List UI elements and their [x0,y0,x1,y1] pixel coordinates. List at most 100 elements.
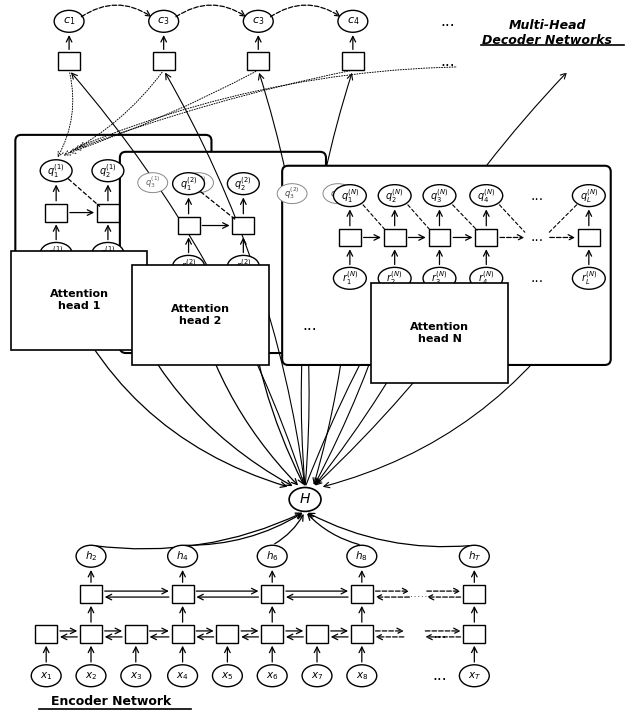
Ellipse shape [31,665,61,686]
Ellipse shape [333,267,366,290]
Text: $q_1^{(N)}$: $q_1^{(N)}$ [340,187,359,204]
Ellipse shape [378,184,411,207]
Ellipse shape [347,665,377,686]
Text: ...: ... [531,189,543,202]
Text: $q_4^{(2)}$: $q_4^{(2)}$ [330,186,346,202]
Text: Attention
head 1: Attention head 1 [49,290,109,311]
Ellipse shape [243,10,273,32]
Text: $c_4$: $c_4$ [346,16,359,27]
Ellipse shape [54,10,84,32]
Text: Multi-Head
Decoder Networks: Multi-Head Decoder Networks [482,19,612,47]
Text: $q_1^{(1)}$: $q_1^{(1)}$ [47,162,65,179]
Ellipse shape [470,184,502,207]
Text: $q_3^{(2)}$: $q_3^{(2)}$ [284,186,300,202]
Text: ...: ... [440,54,455,69]
Text: $c_3$: $c_3$ [252,16,264,27]
FancyBboxPatch shape [463,625,485,643]
Ellipse shape [227,173,259,194]
FancyBboxPatch shape [463,585,485,603]
Text: $q_2^{(1)}$: $q_2^{(1)}$ [99,162,116,179]
Text: ......: ...... [407,589,429,599]
Text: $c_3$: $c_3$ [157,16,170,27]
FancyBboxPatch shape [232,217,254,235]
Ellipse shape [168,546,198,567]
FancyBboxPatch shape [216,625,238,643]
Ellipse shape [302,665,332,686]
Text: $q_3^{(N)}$: $q_3^{(N)}$ [430,187,449,204]
Ellipse shape [323,184,353,204]
FancyBboxPatch shape [558,52,580,70]
FancyBboxPatch shape [261,585,283,603]
Text: $h_4$: $h_4$ [176,549,189,563]
FancyBboxPatch shape [97,204,119,222]
Ellipse shape [460,546,489,567]
Text: $x_5$: $x_5$ [221,670,234,681]
FancyBboxPatch shape [80,585,102,603]
Text: Attention
head 2: Attention head 2 [171,305,230,326]
Text: $r_3^{(N)}$: $r_3^{(N)}$ [431,270,448,287]
Ellipse shape [148,10,179,32]
Ellipse shape [572,184,605,207]
Ellipse shape [423,267,456,290]
Text: $r_1^{(N)}$: $r_1^{(N)}$ [342,270,358,287]
FancyBboxPatch shape [384,229,406,247]
Text: ...: ... [531,271,543,285]
Ellipse shape [257,546,287,567]
Text: $r_4^{(N)}$: $r_4^{(N)}$ [478,270,495,287]
Text: $H$: $H$ [299,493,311,506]
FancyBboxPatch shape [282,166,611,365]
Ellipse shape [212,665,243,686]
Ellipse shape [121,665,151,686]
Ellipse shape [168,665,198,686]
Text: $x_2$: $x_2$ [85,670,97,681]
Text: $x_1$: $x_1$ [40,670,52,681]
Text: $q_1^{(2)}$: $q_1^{(2)}$ [180,174,197,192]
FancyBboxPatch shape [58,52,80,70]
Text: $r_1^{(1)}$: $r_1^{(1)}$ [49,245,64,262]
Ellipse shape [40,159,72,182]
FancyBboxPatch shape [172,625,193,643]
Ellipse shape [92,159,124,182]
Text: $x_7$: $x_7$ [311,670,323,681]
Ellipse shape [460,665,489,686]
FancyBboxPatch shape [153,52,175,70]
FancyBboxPatch shape [476,229,497,247]
Ellipse shape [423,184,456,207]
Text: $r_2^{(N)}$: $r_2^{(N)}$ [387,270,403,287]
Ellipse shape [470,267,502,290]
Text: $r_2^{(2)}$: $r_2^{(2)}$ [236,257,251,275]
Text: $q_3^{(1)}$: $q_3^{(1)}$ [145,175,161,190]
Text: ...: ... [303,317,317,332]
Text: $x_6$: $x_6$ [266,670,278,681]
Ellipse shape [76,546,106,567]
FancyBboxPatch shape [125,625,147,643]
Text: $x_3$: $x_3$ [129,670,142,681]
Ellipse shape [289,488,321,511]
Text: ...: ... [531,230,543,245]
Ellipse shape [277,184,307,204]
FancyBboxPatch shape [351,585,372,603]
FancyBboxPatch shape [351,625,372,643]
Text: $q_4^{(1)}$: $q_4^{(1)}$ [191,175,206,190]
Text: $x_4$: $x_4$ [176,670,189,681]
Text: $x_8$: $x_8$ [356,670,368,681]
Ellipse shape [347,546,377,567]
Text: Attention
head N: Attention head N [410,322,469,344]
FancyBboxPatch shape [80,625,102,643]
Ellipse shape [92,242,124,265]
Text: $q_2^{(N)}$: $q_2^{(N)}$ [385,187,404,204]
Text: ...: ... [432,669,447,684]
Ellipse shape [184,173,214,192]
Text: $h_2$: $h_2$ [84,549,97,563]
Ellipse shape [76,665,106,686]
Ellipse shape [554,10,584,32]
Text: ...: ... [440,14,455,29]
FancyBboxPatch shape [178,217,200,235]
Text: $h_T$: $h_T$ [468,549,481,563]
Ellipse shape [40,242,72,265]
FancyBboxPatch shape [429,229,451,247]
Ellipse shape [138,173,168,192]
Text: $h_6$: $h_6$ [266,549,278,563]
FancyBboxPatch shape [261,625,283,643]
Ellipse shape [378,267,411,290]
